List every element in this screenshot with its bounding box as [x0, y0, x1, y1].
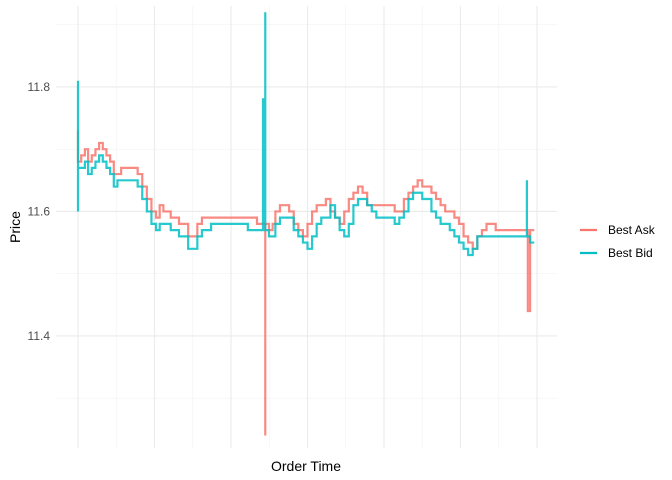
y-tick-label: 11.4	[28, 329, 51, 343]
y-axis-ticks: 11.4 11.6 11.8	[28, 80, 51, 343]
x-axis-title: Order Time	[271, 458, 341, 474]
grid-minor	[56, 6, 557, 448]
legend-label-best-ask: Best Ask	[608, 223, 656, 237]
legend-label-best-bid: Best Bid	[608, 246, 653, 260]
series-line-best-ask	[76, 130, 535, 436]
y-tick-label: 11.6	[28, 204, 51, 218]
y-axis-title: Price	[7, 211, 23, 243]
series-line-best-bid	[76, 12, 535, 257]
legend: Best Ask Best Bid	[580, 223, 656, 260]
series-layer	[76, 12, 535, 436]
y-tick-label: 11.8	[28, 80, 51, 94]
